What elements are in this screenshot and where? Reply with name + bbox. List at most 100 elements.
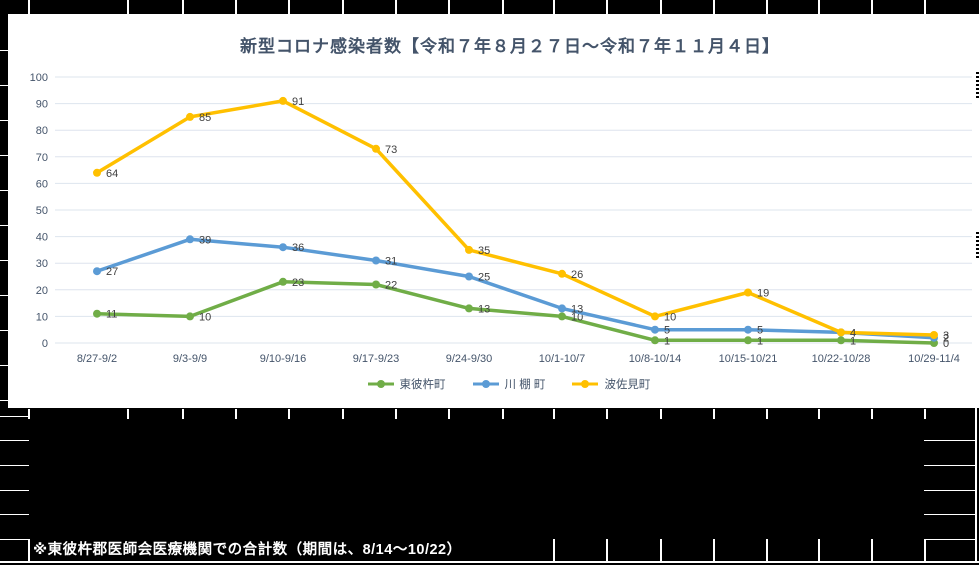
cell-border	[818, 0, 820, 14]
cell-border	[606, 0, 608, 14]
data-label-1: 31	[385, 256, 397, 268]
cell-border	[0, 260, 8, 261]
data-label-0: 11	[106, 309, 117, 321]
series-marker-1	[465, 272, 473, 281]
cell-border	[502, 409, 504, 419]
series-marker-1	[651, 325, 659, 334]
chart-title: 新型コロナ感染者数【令和７年８月２７日～令和７年１１月４日】	[240, 37, 780, 56]
cell-border	[606, 409, 608, 419]
data-label-0: 22	[385, 280, 397, 292]
y-tick-label: 80	[36, 125, 48, 137]
series-marker-1	[93, 267, 101, 276]
series-marker-0	[372, 280, 380, 289]
cell-border	[0, 465, 29, 466]
cell-border	[448, 0, 450, 14]
cell-border	[924, 539, 976, 540]
cell-border	[713, 0, 715, 14]
series-line-0	[95, 280, 936, 345]
cell-border	[235, 409, 237, 419]
y-tick-label: 0	[42, 338, 48, 350]
series-marker-2	[837, 328, 845, 337]
cell-border	[0, 295, 8, 296]
cell-border	[288, 409, 290, 419]
x-tick-label: 8/27-9/2	[77, 353, 117, 365]
table-bottom-border	[0, 561, 979, 563]
series-marker-0	[186, 312, 194, 321]
data-label-1: 2	[943, 333, 949, 345]
series-marker-2	[930, 331, 938, 339]
y-tick-label: 70	[36, 152, 48, 164]
data-label-2: 19	[757, 288, 769, 300]
series-marker-1	[558, 304, 566, 313]
x-tick-label: 10/15-10/21	[719, 353, 778, 365]
y-tick-label: 100	[30, 72, 48, 84]
cell-border	[0, 225, 8, 226]
data-label-2: 26	[571, 269, 583, 281]
data-label-2: 91	[292, 96, 304, 108]
data-label-1: 27	[106, 266, 118, 278]
cell-border	[127, 0, 129, 14]
series-marker-2	[744, 288, 752, 297]
cell-border	[975, 408, 977, 561]
cell-border	[818, 409, 820, 419]
right-edge-mark	[976, 72, 979, 98]
data-label-2: 73	[385, 144, 397, 156]
x-tick-label: 10/22-10/28	[812, 353, 871, 365]
x-tick-label: 9/17-9/23	[353, 353, 399, 365]
cell-border	[0, 85, 8, 86]
data-label-1: 36	[292, 242, 304, 254]
data-label-2: 3	[943, 330, 949, 342]
cell-border	[0, 440, 29, 441]
series-marker-2	[93, 168, 101, 177]
x-tick-label: 10/1-10/7	[539, 353, 585, 365]
legend-item-2: 波佐見町	[571, 376, 650, 392]
cell-border	[395, 409, 397, 419]
cell-border	[871, 539, 873, 561]
cell-border	[0, 155, 8, 156]
cell-border	[606, 539, 608, 561]
cell-border	[0, 490, 29, 491]
cell-border	[28, 409, 30, 419]
cell-border	[0, 365, 8, 366]
cell-border	[0, 416, 29, 417]
footnote-text: ※東彼杵郡医師会医療機関での合計数（期間は、8/14～10/22）	[33, 542, 462, 558]
cell-border	[660, 409, 662, 419]
legend-item-1: 川 棚 町	[472, 376, 545, 392]
cell-border	[0, 190, 8, 191]
covid-line-chart-panel: 0 10 20 30 40 50 60 70 80 90 100 8/27-9/2 9/3-9/9 9/1…	[8, 14, 979, 408]
series-marker-2	[465, 245, 473, 254]
spreadsheet-left-edge	[0, 14, 8, 408]
data-label-0: 10	[571, 311, 583, 323]
cell-border	[0, 330, 8, 331]
legend-marker-icon	[472, 380, 499, 388]
cell-border	[502, 0, 504, 14]
cell-border	[766, 539, 768, 561]
data-label-1: 25	[478, 272, 490, 284]
cell-border	[766, 409, 768, 419]
series-line-2	[95, 99, 936, 337]
data-label-0: 0	[943, 338, 949, 350]
cell-border	[924, 490, 976, 491]
cell-border	[0, 50, 8, 51]
y-tick-label: 60	[36, 178, 48, 190]
cell-border	[871, 0, 873, 14]
legend-marker-icon	[572, 380, 599, 388]
chart-legend: 東彼杵町 川 棚 町 波佐見町	[23, 376, 979, 392]
series-marker-0	[465, 304, 473, 313]
legend-marker-icon	[367, 380, 394, 388]
right-edge-mark	[976, 232, 979, 258]
legend-label: 波佐見町	[604, 379, 651, 391]
cell-border	[395, 0, 397, 14]
series-marker-2	[186, 112, 194, 121]
x-tick-label: 10/8-10/14	[629, 353, 682, 365]
cell-border	[924, 514, 976, 515]
cell-border	[924, 409, 926, 419]
cell-border	[660, 539, 662, 561]
cell-border	[818, 539, 820, 561]
cell-border	[235, 0, 237, 14]
cell-border	[0, 400, 8, 401]
cell-border	[660, 0, 662, 14]
cell-border	[553, 409, 555, 419]
x-tick-label: 9/24-9/30	[446, 353, 492, 365]
